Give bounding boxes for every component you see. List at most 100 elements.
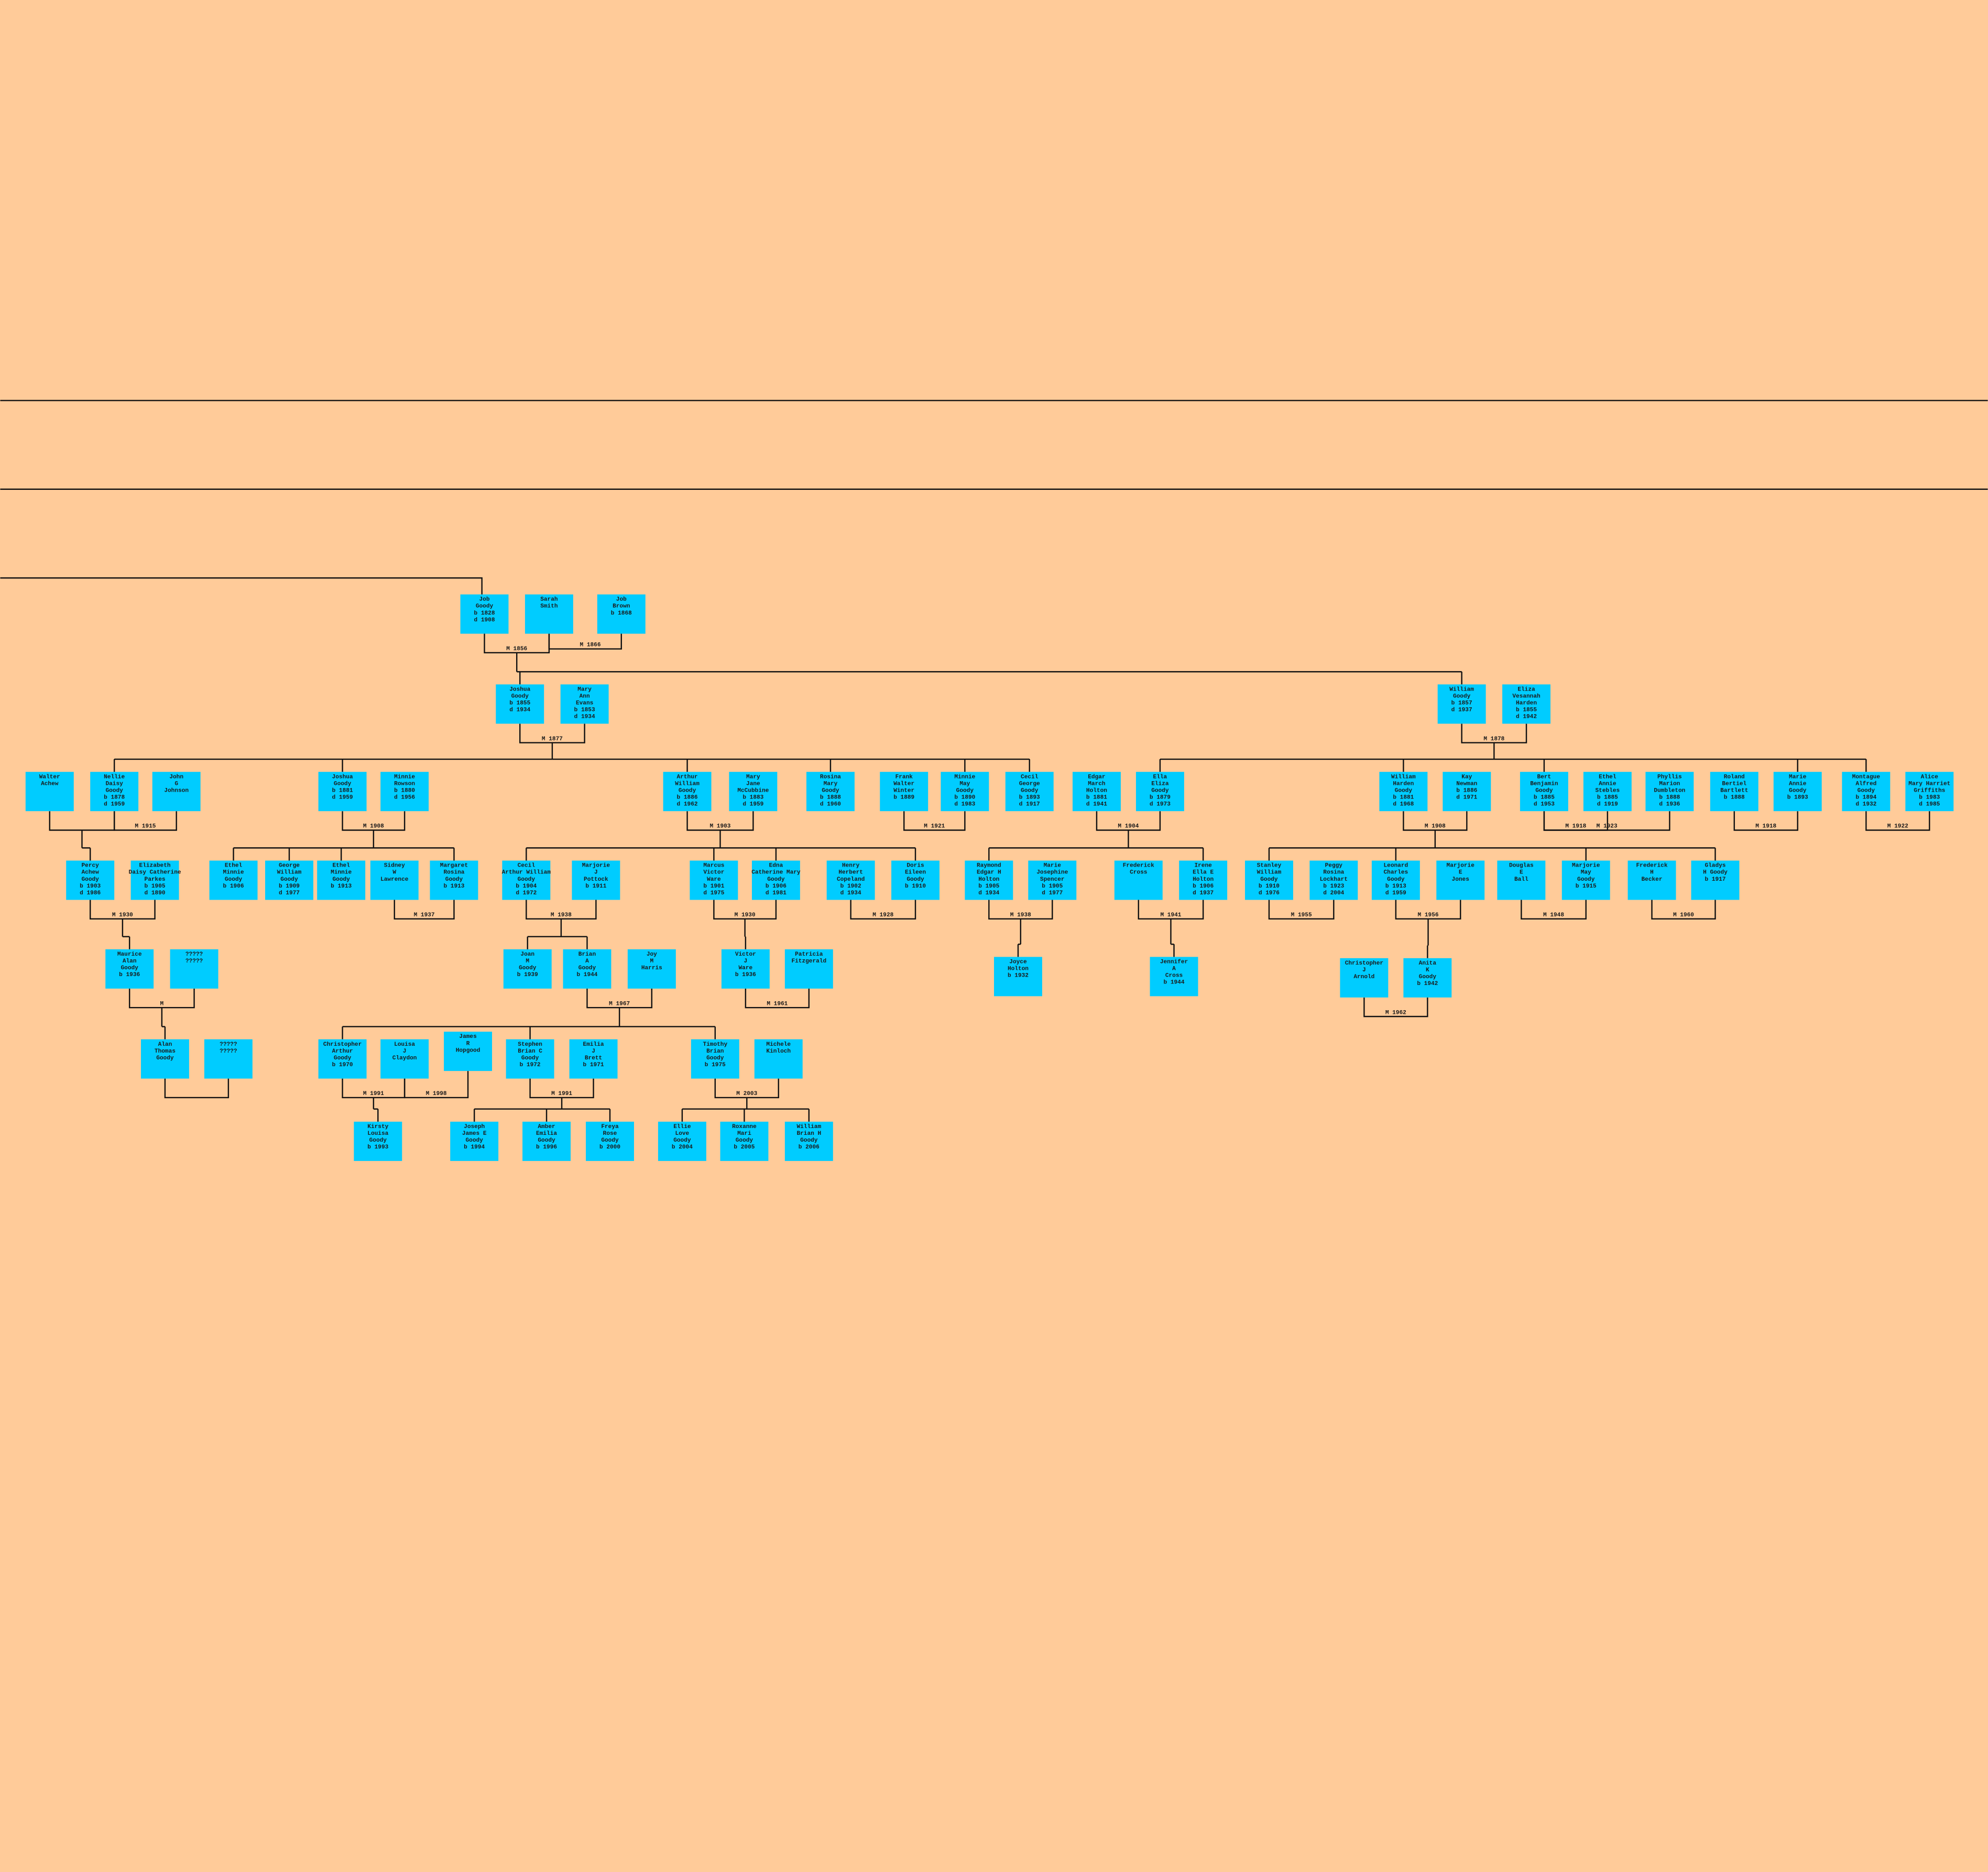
person-box: [1520, 772, 1568, 812]
person-text: b 1883: [742, 795, 763, 801]
person-text: H: [1650, 870, 1654, 876]
person-box: [525, 594, 573, 634]
person-text: b 2005: [734, 1144, 755, 1151]
person-box: [784, 949, 833, 989]
person-box: [265, 860, 313, 900]
person-text: Bartlett: [1720, 787, 1748, 794]
person-box: [1502, 684, 1550, 724]
person-text: b 1936: [119, 972, 140, 978]
person-text: Stanley: [1257, 863, 1282, 869]
person-text: Goody: [1577, 877, 1595, 883]
person-text: Marcus: [703, 863, 724, 869]
person-text: Harris: [641, 965, 662, 971]
person-text: Ella: [1153, 774, 1167, 780]
person-box: [1905, 772, 1954, 812]
person-text: d 1942: [1516, 714, 1537, 720]
person-text: b 1906: [766, 883, 787, 890]
person-box: [1497, 860, 1546, 900]
person-text: J: [592, 1048, 595, 1055]
person-text: b 1906: [1193, 883, 1214, 890]
person-box: [1691, 860, 1740, 900]
person-box: [1244, 860, 1293, 900]
marriage-bracket: [903, 811, 966, 831]
person-box: [1645, 772, 1694, 812]
person-text: Thomas: [155, 1048, 176, 1055]
marriage-bracket: [1521, 900, 1587, 920]
person-text: Smith: [540, 604, 558, 610]
person-text: b 1890: [954, 795, 975, 801]
person-box: [1403, 958, 1452, 998]
person-text: Becker: [1642, 877, 1663, 883]
person-text: Percy: [82, 863, 100, 869]
person-text: Ethel: [332, 863, 350, 869]
person-text: J: [744, 958, 748, 965]
person-text: Jennifer: [1160, 959, 1188, 966]
person-text: d 1977: [1042, 890, 1063, 896]
person-text: b 1932: [1008, 973, 1029, 979]
person-text: Kirsty: [367, 1124, 388, 1130]
person-text: Cecil: [1021, 774, 1039, 780]
person-box: [1436, 860, 1485, 900]
person-text: b 1915: [1576, 883, 1597, 890]
person-text: Goody: [706, 1055, 724, 1061]
person-text: A: [585, 958, 589, 965]
person-text: Newman: [1456, 781, 1477, 787]
person-text: Goody: [1789, 787, 1807, 794]
person-text: Peggy: [1325, 863, 1343, 869]
person-text: Christopher: [1345, 960, 1383, 967]
person-text: Goody: [1151, 787, 1169, 794]
person-text: Phyllis: [1657, 774, 1682, 780]
person-text: Louisa: [367, 1131, 388, 1137]
person-text: b 1913: [443, 883, 464, 890]
person-box: [754, 1039, 803, 1079]
person-box: [380, 772, 429, 812]
marriage-label: M 1918: [1565, 824, 1586, 830]
person-text: Goody: [521, 1055, 539, 1061]
person-text: Stebles: [1596, 787, 1620, 794]
person-box: [1371, 860, 1420, 900]
person-text: d 1956: [394, 795, 415, 801]
person-box: [597, 594, 646, 634]
person-text: b 1888: [1724, 795, 1745, 801]
person-text: Goody: [105, 787, 123, 794]
person-text: ?????: [220, 1042, 237, 1048]
person-text: Walter: [39, 774, 60, 780]
person-text: Holton: [1086, 787, 1107, 794]
person-text: Winter: [893, 787, 914, 794]
marriage-bracket: [164, 1078, 230, 1099]
person-text: Goody: [736, 1137, 753, 1144]
person-box: [503, 949, 552, 989]
marriage-bracket: [1651, 900, 1716, 920]
person-text: Copeland: [837, 877, 865, 883]
person-text: Arthur: [677, 774, 698, 780]
person-text: b 1910: [1259, 883, 1280, 890]
person-text: Maurice: [117, 951, 142, 958]
person-text: William: [1391, 774, 1416, 780]
person-text: Goody: [225, 877, 243, 883]
person-text: Goody: [578, 965, 596, 971]
person-text: Goody: [332, 877, 350, 883]
person-text: b 1905: [978, 883, 999, 890]
person-text: Goody: [538, 1137, 555, 1144]
person-text: Michele: [766, 1042, 791, 1048]
person-text: b 1828: [474, 610, 495, 617]
person-text: Achew: [41, 781, 59, 787]
connector: [0, 577, 483, 595]
